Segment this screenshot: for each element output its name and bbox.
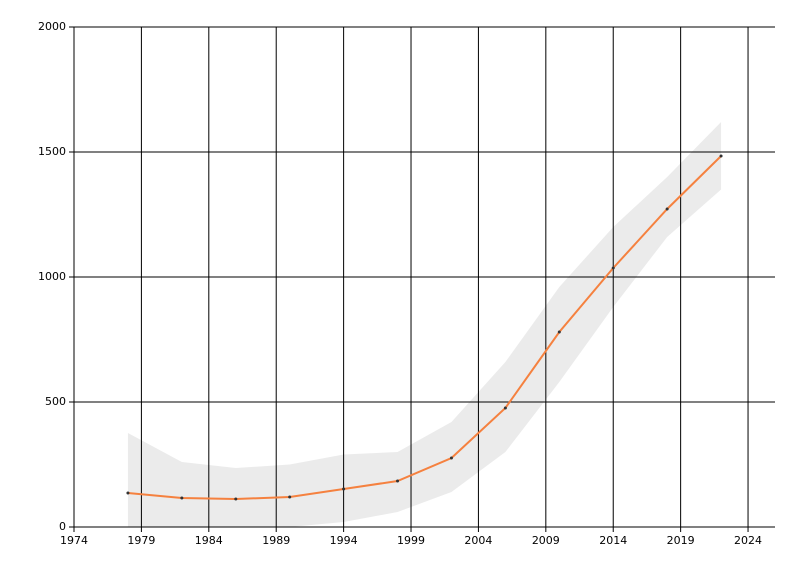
y-tick-label: 500 — [45, 395, 66, 408]
data-point — [234, 497, 238, 501]
data-point — [449, 456, 453, 460]
x-tick-label: 1999 — [397, 534, 425, 547]
x-tick-label: 1994 — [330, 534, 358, 547]
data-point — [503, 406, 507, 410]
data-point — [288, 495, 292, 499]
x-tick-label: 2014 — [599, 534, 627, 547]
y-tick-label: 1000 — [38, 270, 66, 283]
y-tick-label: 2000 — [38, 20, 66, 33]
x-tick-label: 1979 — [127, 534, 155, 547]
data-point — [180, 496, 184, 500]
data-point — [396, 479, 400, 483]
x-tick-label: 2019 — [667, 534, 695, 547]
x-tick-label: 1974 — [60, 534, 88, 547]
y-tick-label: 0 — [59, 520, 66, 533]
x-tick-label: 2004 — [464, 534, 492, 547]
x-tick-label: 1984 — [195, 534, 223, 547]
x-tick-label: 2009 — [532, 534, 560, 547]
data-point — [719, 154, 723, 158]
data-point — [611, 266, 615, 270]
data-point — [342, 487, 346, 491]
confidence-band — [127, 122, 722, 527]
data-point — [126, 491, 130, 495]
x-tick-label: 2024 — [734, 534, 762, 547]
x-tick-label: 1989 — [262, 534, 290, 547]
data-point — [665, 207, 669, 211]
data-point — [557, 330, 561, 334]
data-line — [127, 155, 722, 501]
y-tick-label: 1500 — [38, 145, 66, 158]
